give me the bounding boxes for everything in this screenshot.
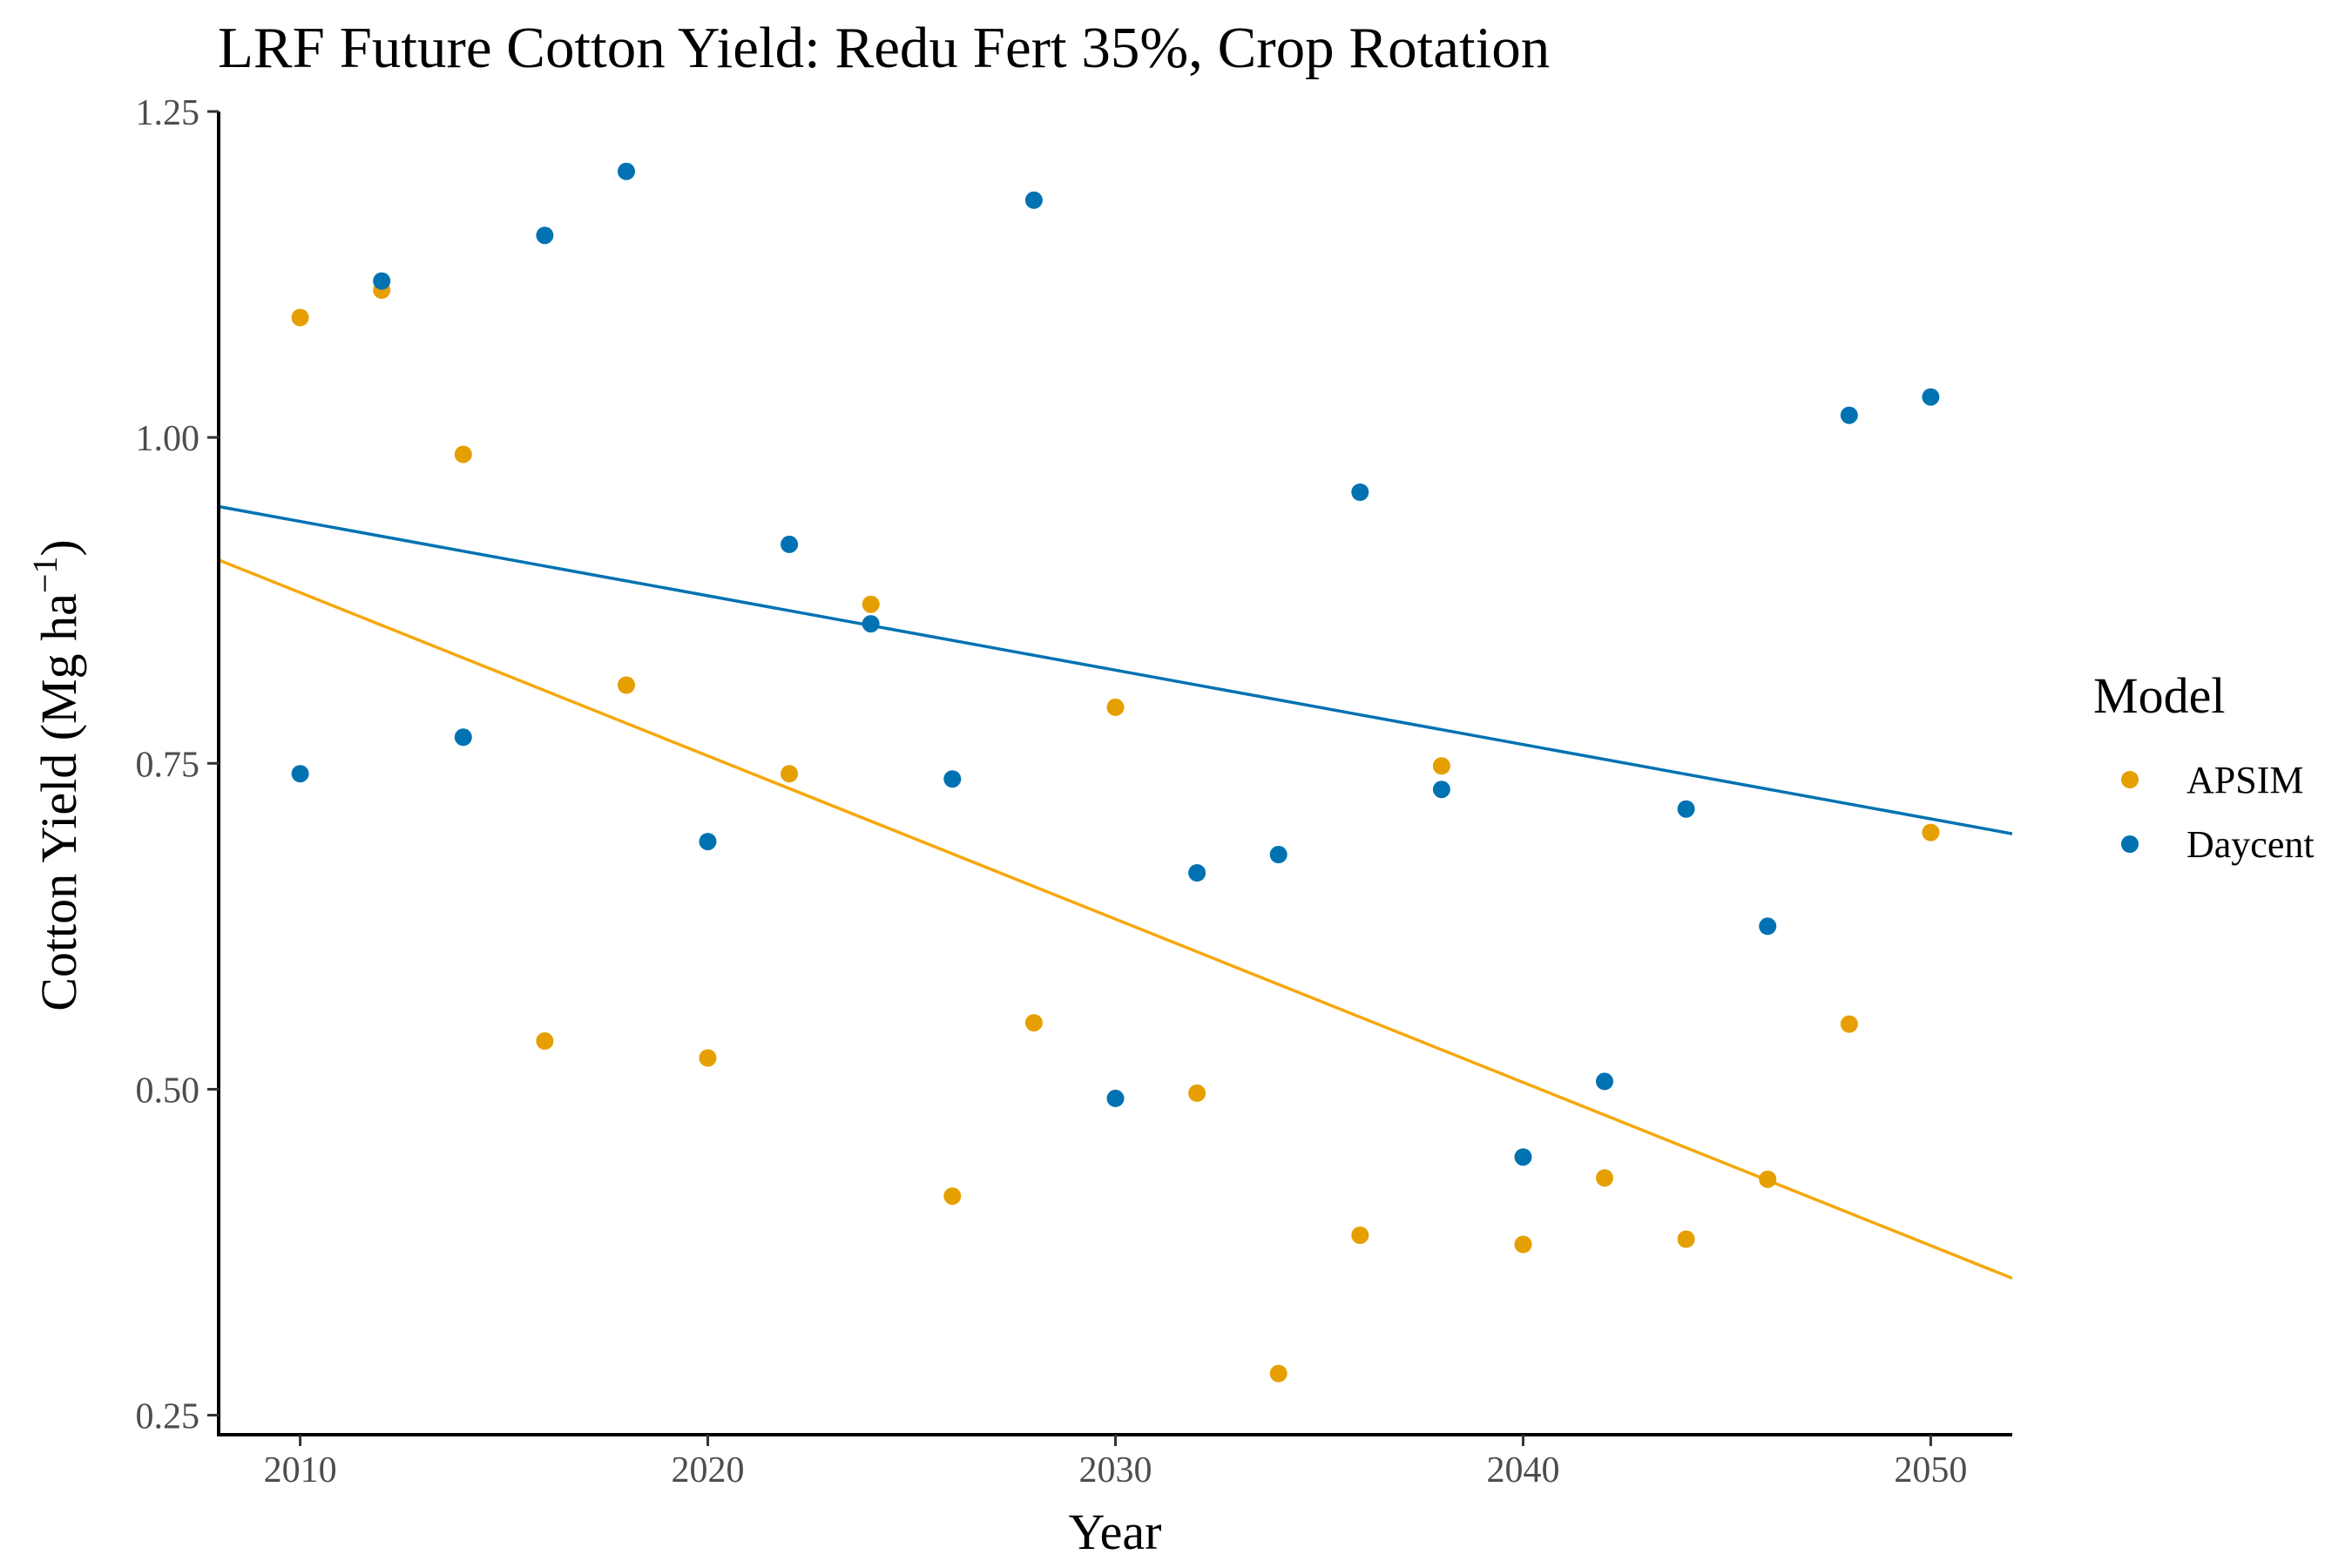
data-point-daycent-2028 [1024,191,1043,209]
data-point-apsim-2010 [291,308,309,327]
y-tick-label: 0.50 [136,1071,200,1111]
data-point-apsim-2016 [536,1032,554,1050]
data-point-daycent-2024 [862,615,880,633]
data-point-daycent-2026 [943,770,962,788]
trend-lines [219,504,2012,1281]
legend-item-apsim: APSIM [2121,759,2304,801]
trend-line-apsim [219,558,2012,1281]
data-point-daycent-2050 [1922,388,1940,406]
x-tick-label: 2010 [264,1450,337,1490]
data-point-daycent-2030 [1106,1089,1125,1107]
data-point-apsim-2026 [943,1187,962,1206]
x-tick-label: 2020 [672,1450,745,1490]
data-point-daycent-2032 [1188,864,1206,882]
y-tick-label: 1.00 [136,419,200,459]
data-point-daycent-2038 [1432,781,1450,799]
y-axis-title-close: ) [30,539,87,556]
data-point-apsim-2028 [1024,1014,1043,1032]
y-tick-label: 1.25 [136,93,200,133]
data-point-apsim-2020 [699,1049,717,1067]
chart-title: LRF Future Cotton Yield: Redu Fert 35%, … [218,16,1550,80]
y-axis-title-superscript: −1 [25,557,64,594]
data-point-apsim-2032 [1188,1084,1206,1102]
legend-label-daycent: Daycent [2186,823,2315,866]
legend-title: Model [2093,667,2225,724]
y-axis-title: Cotton Yield (Mg ha−1) [25,539,87,1010]
legend-label-apsim: APSIM [2186,759,2304,801]
data-point-apsim-2024 [862,595,880,613]
data-point-apsim-2036 [1351,1227,1369,1244]
data-point-daycent-2036 [1351,483,1369,501]
data-point-daycent-2014 [454,728,472,747]
data-points [291,162,1940,1382]
data-point-apsim-2042 [1596,1169,1613,1187]
data-point-daycent-2044 [1677,800,1695,818]
y-axis-title-main: Cotton Yield (Mg ha [30,593,87,1011]
legend: Model APSIM Daycent [2093,667,2315,866]
legend-items: APSIM Daycent [2121,759,2315,866]
data-point-daycent-2040 [1514,1148,1532,1166]
data-point-apsim-2022 [781,765,799,783]
legend-key-daycent [2121,835,2139,853]
data-point-daycent-2042 [1596,1072,1613,1091]
data-point-daycent-2048 [1840,406,1858,424]
y-tick-label: 0.25 [136,1397,200,1437]
data-point-daycent-2046 [1759,917,1777,936]
data-point-apsim-2014 [454,445,472,463]
data-point-daycent-2012 [373,272,391,290]
data-point-apsim-2048 [1840,1015,1858,1033]
x-tick-label: 2040 [1486,1450,1559,1490]
data-point-daycent-2034 [1269,846,1288,863]
x-tick-label: 2030 [1079,1450,1152,1490]
trend-line-daycent [219,504,2012,835]
y-tick-label: 0.75 [136,745,200,785]
data-point-daycent-2010 [291,765,309,783]
x-tick-label: 2050 [1894,1450,1967,1490]
data-point-apsim-2034 [1269,1364,1288,1382]
data-point-apsim-2046 [1759,1170,1777,1188]
x-axis-title: Year [1069,1504,1162,1560]
data-point-daycent-2018 [618,162,635,180]
data-point-apsim-2030 [1106,698,1125,716]
data-point-apsim-2018 [618,676,635,694]
data-point-apsim-2044 [1677,1230,1695,1248]
data-point-daycent-2016 [536,226,554,245]
legend-item-daycent: Daycent [2121,823,2315,866]
data-point-daycent-2020 [699,833,717,851]
data-point-apsim-2050 [1922,823,1940,841]
plot-area [219,162,2012,1382]
y-axis-ticks: 0.25 0.50 0.75 1.00 1.25 [136,93,219,1437]
x-axis-ticks: 2010 2020 2030 2040 2050 [264,1435,1967,1490]
data-point-daycent-2022 [781,535,799,553]
data-point-apsim-2038 [1432,757,1450,775]
legend-key-apsim [2121,771,2139,788]
data-point-apsim-2040 [1514,1235,1532,1254]
